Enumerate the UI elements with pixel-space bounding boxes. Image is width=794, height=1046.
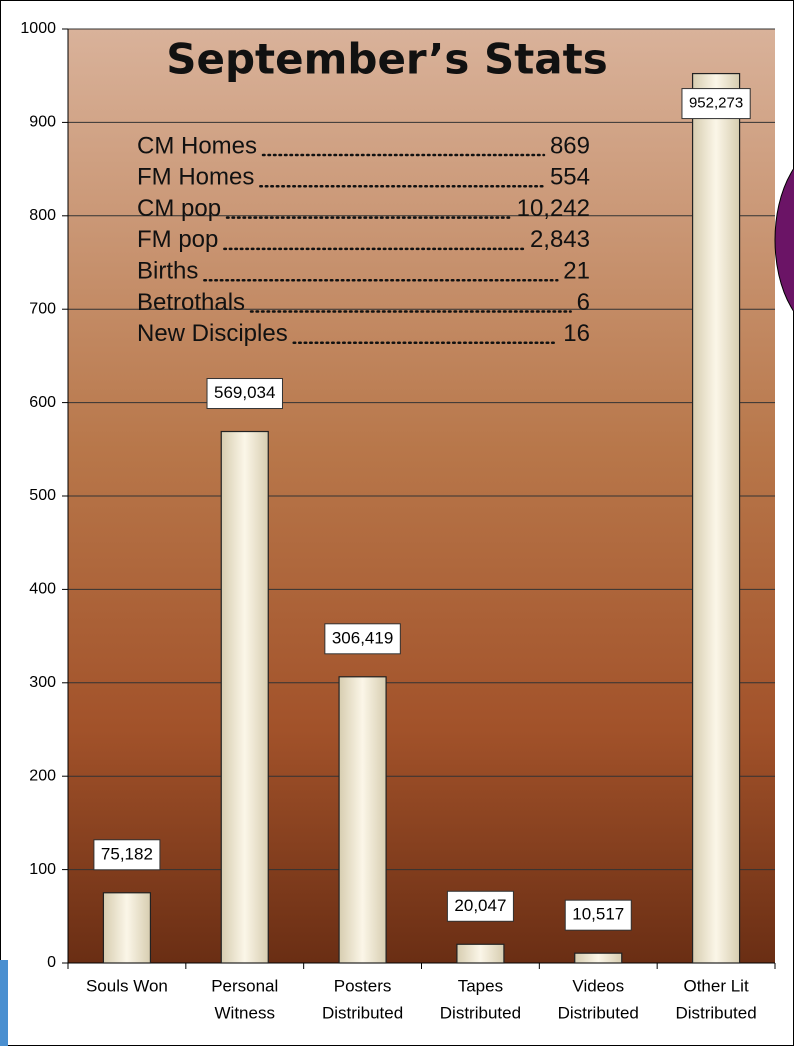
stat-value: 869 [550, 132, 590, 159]
stat-label: Births [137, 258, 198, 285]
x-tick-label: Distributed [322, 1003, 403, 1022]
stat-value: 10,242 [517, 195, 590, 222]
x-tick-label: Posters [334, 976, 392, 995]
data-label: 952,273 [689, 95, 743, 112]
data-label: 10,517 [572, 905, 624, 924]
stat-value: 21 [563, 258, 590, 285]
y-tick-label: 900 [29, 114, 56, 131]
data-label: 20,047 [454, 896, 506, 915]
stat-label: CM pop [137, 195, 221, 222]
y-tick-label: 600 [29, 394, 56, 411]
y-tick-label: 700 [29, 300, 56, 317]
page: {"chart_data": {"type": "bar", "title": … [0, 0, 794, 1046]
x-tick-label: Personal [211, 976, 278, 995]
y-tick-label: 100 [29, 861, 56, 878]
data-label: 569,034 [214, 383, 275, 402]
x-tick-label: Witness [215, 1003, 275, 1022]
stat-value: 16 [563, 320, 590, 347]
data-label: 306,419 [332, 628, 393, 647]
bar [103, 893, 150, 963]
y-tick-label: 0 [47, 954, 56, 971]
stat-label: FM pop [137, 226, 218, 253]
stat-value: 2,843 [530, 226, 590, 253]
stat-label: Betrothals [137, 289, 245, 316]
bar [575, 953, 622, 963]
stat-label: New Disciples [137, 320, 288, 347]
y-tick-label: 500 [29, 487, 56, 504]
x-tick-label: Videos [572, 976, 624, 995]
bar [221, 432, 268, 963]
stat-value: 554 [550, 164, 590, 191]
bar [693, 74, 740, 963]
y-tick-label: 800 [29, 207, 56, 224]
bar [457, 944, 504, 963]
x-tick-label: Distributed [675, 1003, 756, 1022]
x-tick-label: Other Lit [683, 976, 748, 995]
y-tick-label: 300 [29, 674, 56, 691]
chart: September’s Stats 0 100 200 300 400 500 600 700… [0, 0, 794, 1046]
x-tick-label: Distributed [440, 1003, 521, 1022]
y-tick-label: 400 [29, 581, 56, 598]
y-tick-label: 200 [29, 767, 56, 784]
x-tick-label: Distributed [558, 1003, 639, 1022]
x-tick-label: Tapes [458, 976, 503, 995]
chart-title: September’s Stats [166, 35, 607, 84]
stat-label: CM Homes [137, 132, 257, 159]
data-label: 75,182 [101, 844, 153, 863]
stat-value: 6 [577, 289, 590, 316]
decoration [0, 960, 8, 1046]
y-tick-label: 1000 [20, 20, 56, 37]
stat-label: FM Homes [137, 164, 254, 191]
bar [339, 677, 386, 963]
x-tick-label: Souls Won [86, 976, 168, 995]
